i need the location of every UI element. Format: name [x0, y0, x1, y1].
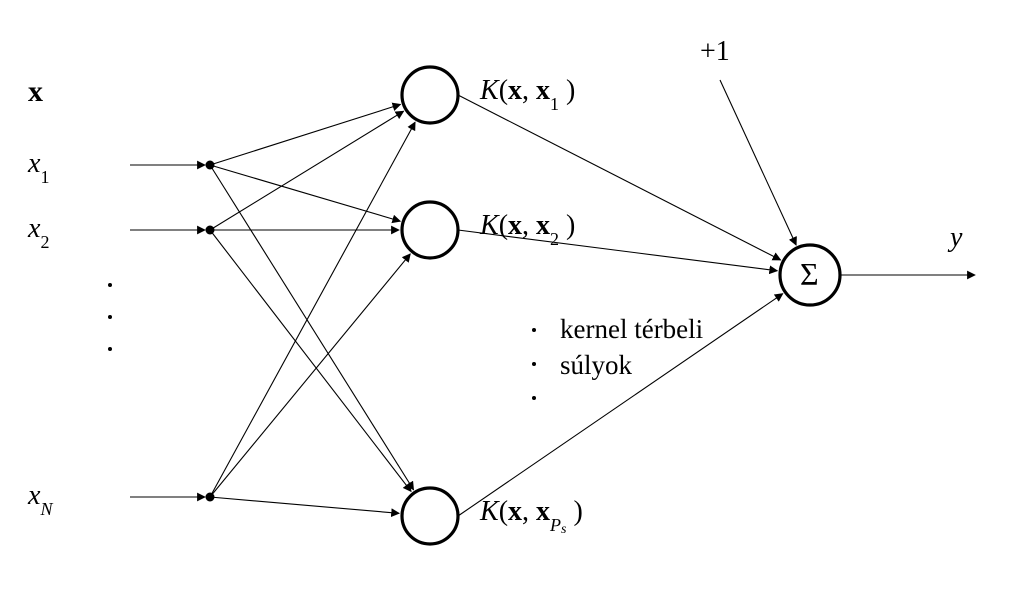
- output-label: y: [950, 222, 962, 254]
- weights-label-2: súlyok: [560, 350, 632, 381]
- input-x1-label: x1: [28, 148, 49, 184]
- ellipsis-dot: [532, 396, 536, 400]
- ellipsis-dot: [108, 347, 112, 351]
- sum-symbol: Σ: [800, 256, 819, 293]
- weights-label-1: kernel térbeli: [560, 314, 703, 345]
- input-vector-label: x: [28, 75, 43, 109]
- kernel-label-2: K(x, x2 ): [480, 210, 575, 246]
- kernel-label-ps: K(x, xPs ): [480, 496, 583, 532]
- ellipsis-dot: [532, 362, 536, 366]
- kernel-label-1: K(x, x1 ): [480, 75, 575, 111]
- svm-network-diagram: x x1 x2 xN K(x, x1 ) K(x, x2 ) K(x, xPs …: [0, 0, 1024, 610]
- ellipsis-dot: [532, 328, 536, 332]
- input-xN-label: xN: [28, 480, 52, 516]
- input-x2-label: x2: [28, 213, 49, 249]
- bias-label: +1: [700, 36, 730, 68]
- ellipsis-dot: [108, 315, 112, 319]
- ellipsis-dot: [108, 283, 112, 287]
